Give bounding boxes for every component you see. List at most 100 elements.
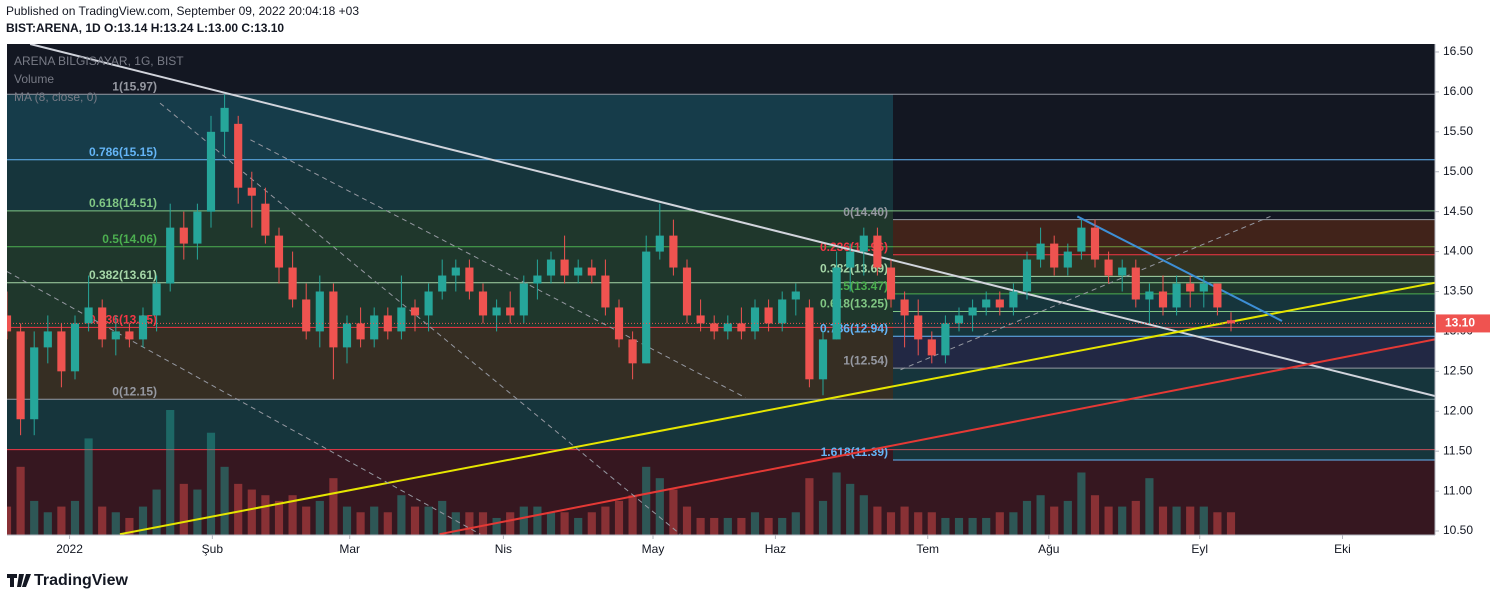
x-tick-label: Tem bbox=[916, 542, 939, 556]
volume-bar bbox=[560, 512, 569, 535]
volume-bar bbox=[696, 517, 705, 535]
volume-bar bbox=[1172, 506, 1181, 535]
legend-entry: MA (8, close, 0) bbox=[14, 90, 97, 104]
volume-bar bbox=[968, 517, 977, 535]
candle-body bbox=[1050, 243, 1059, 268]
volume-bar bbox=[710, 517, 719, 535]
volume-bar bbox=[7, 506, 12, 535]
volume-bar bbox=[478, 512, 488, 535]
candle-body bbox=[832, 267, 841, 340]
candle-body bbox=[900, 299, 909, 316]
candle-body bbox=[342, 323, 352, 348]
volume-bar bbox=[451, 512, 460, 535]
candle-body bbox=[750, 307, 760, 332]
volume-bar bbox=[57, 506, 66, 535]
volume-bar bbox=[954, 517, 964, 535]
candle-body bbox=[1077, 227, 1086, 252]
volume-bar bbox=[846, 483, 855, 535]
volume-bar bbox=[302, 506, 311, 535]
fib-zone bbox=[7, 246, 893, 283]
volume-bar bbox=[342, 506, 352, 535]
volume-bar bbox=[506, 512, 515, 535]
volume-bar bbox=[288, 495, 297, 535]
fib-label: 0.786(15.15) bbox=[89, 145, 157, 159]
y-tick-label: 12.50 bbox=[1443, 364, 1473, 378]
candle-body bbox=[859, 235, 868, 252]
y-tick-label: 16.50 bbox=[1443, 44, 1473, 58]
candle-body bbox=[1009, 291, 1018, 308]
axes: 10.5011.0011.5012.0012.5013.0013.5014.00… bbox=[14, 44, 1490, 556]
candle-body bbox=[805, 307, 814, 380]
volume-bar bbox=[1022, 500, 1032, 535]
volume-bar bbox=[832, 472, 841, 535]
candle-body bbox=[587, 267, 596, 276]
trendline bbox=[1076, 215, 1283, 322]
trendline bbox=[29, 44, 1435, 398]
candle-body bbox=[941, 323, 950, 356]
candle-body bbox=[914, 315, 923, 340]
candle-body bbox=[7, 315, 12, 332]
fib-label: 0.236(13.96) bbox=[820, 240, 888, 254]
candle-body bbox=[560, 259, 569, 276]
y-tick-label: 13.50 bbox=[1443, 284, 1473, 298]
candle-body bbox=[519, 283, 528, 316]
brand: TradingView bbox=[7, 572, 129, 589]
candle-body bbox=[1022, 259, 1032, 292]
candle-body bbox=[1090, 227, 1100, 260]
candle-body bbox=[968, 307, 977, 316]
fib-zone bbox=[893, 368, 1435, 460]
candle-body bbox=[84, 307, 93, 324]
volume-bar bbox=[492, 517, 501, 535]
candle-body bbox=[438, 275, 447, 292]
candle-body bbox=[546, 259, 556, 276]
volume-bar bbox=[179, 483, 188, 535]
fib-zone bbox=[7, 327, 893, 400]
y-tick-label: 16.00 bbox=[1443, 84, 1473, 98]
candle-body bbox=[179, 227, 188, 244]
volume-bar bbox=[682, 506, 692, 535]
fib-zone bbox=[893, 276, 1435, 294]
volume-bar bbox=[982, 517, 991, 535]
candle-body bbox=[696, 315, 705, 324]
volume-bar bbox=[397, 495, 406, 535]
volume-bar bbox=[1009, 512, 1018, 535]
y-tick-label: 10.50 bbox=[1443, 523, 1473, 537]
candle-body bbox=[601, 275, 610, 308]
candle-body bbox=[1213, 283, 1222, 308]
volume-bar bbox=[587, 512, 596, 535]
trendline bbox=[159, 102, 681, 535]
volume-bar bbox=[356, 512, 365, 535]
published: Published on TradingView.com, September … bbox=[6, 4, 359, 18]
x-tick-label: Eki bbox=[1334, 542, 1351, 556]
candle-body bbox=[206, 131, 216, 212]
candle-body bbox=[723, 323, 732, 332]
candle-body bbox=[70, 323, 80, 372]
fib-label: 0(14.40) bbox=[843, 205, 888, 219]
fib-label: 1(15.97) bbox=[112, 79, 157, 93]
trendline bbox=[250, 139, 746, 399]
volume-bar bbox=[764, 517, 773, 535]
plot: 1(15.97) 0.786(15.15) 0.618(14.51) 0.5(14.0… bbox=[7, 44, 1435, 535]
candle-body bbox=[111, 331, 120, 340]
candle-body bbox=[737, 323, 746, 332]
candle-body bbox=[247, 187, 256, 196]
volume-bar bbox=[1226, 512, 1236, 535]
volume-bar bbox=[166, 410, 175, 535]
candle-body bbox=[1104, 259, 1113, 276]
volume-bar bbox=[152, 489, 161, 535]
candle-body bbox=[982, 299, 991, 308]
volume-bar bbox=[941, 517, 950, 535]
candle-body bbox=[288, 267, 297, 300]
volume-bar bbox=[16, 466, 25, 535]
trendline bbox=[439, 338, 1435, 535]
candle-body bbox=[846, 251, 855, 268]
volume-bar bbox=[873, 506, 882, 535]
candle-body bbox=[302, 299, 311, 332]
volume-bar bbox=[601, 506, 610, 535]
fib-zone bbox=[893, 459, 1435, 535]
x-tick-label: Nis bbox=[495, 542, 512, 556]
candle-body bbox=[30, 347, 39, 420]
candle-body bbox=[995, 299, 1004, 308]
volume-bar bbox=[70, 500, 80, 535]
